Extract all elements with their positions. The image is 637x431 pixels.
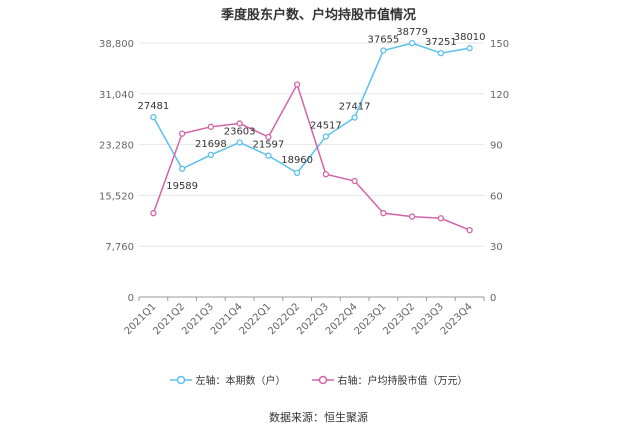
series-line-0 <box>152 42 470 174</box>
data-point-0 <box>236 139 243 146</box>
data-label: 18960 <box>281 155 313 166</box>
data-point-1 <box>178 130 186 137</box>
data-label: 19589 <box>166 181 198 192</box>
legend-label-avg-value: 右轴：户均持股市值（万元） <box>337 376 468 387</box>
data-label: 27481 <box>137 101 169 112</box>
data-label: 24517 <box>310 121 342 132</box>
right-axis-tick-label: 0 <box>490 293 496 304</box>
data-point-0 <box>380 47 387 54</box>
left-axis-tick-label: 38,800 <box>99 39 134 50</box>
right-axis-tick-label: 30 <box>490 242 503 253</box>
legend-line-pink-icon <box>311 375 334 384</box>
data-label: 38010 <box>454 32 486 43</box>
data-label: 21698 <box>195 139 227 150</box>
data-label: 38779 <box>396 27 428 38</box>
data-point-1 <box>150 210 157 217</box>
data-point-0 <box>265 152 272 159</box>
left-axis-tick-label: 7,760 <box>105 242 134 253</box>
data-point-0 <box>408 39 416 47</box>
data-point-1 <box>293 81 301 88</box>
right-axis-tick-label: 60 <box>490 191 503 202</box>
data-point-0 <box>178 165 186 172</box>
data-point-1 <box>322 171 330 178</box>
data-point-1 <box>351 177 358 185</box>
data-label: 37655 <box>367 34 399 45</box>
data-point-0 <box>437 49 445 57</box>
legend-line-blue-icon <box>169 375 192 384</box>
x-axis-tick-label: 2023Q4 <box>439 301 475 337</box>
left-axis-tick-label: 0 <box>128 293 134 304</box>
data-point-1 <box>207 123 215 130</box>
data-label: 27417 <box>339 102 371 113</box>
legend-item-avg-value[interactable]: 右轴：户均持股市值（万元） <box>311 372 468 387</box>
data-point-0 <box>293 169 301 177</box>
data-point-1 <box>380 210 387 217</box>
left-axis-tick-label: 23,280 <box>99 141 134 152</box>
legend: 左轴：本期数（户） 右轴：户均持股市值（万元） <box>0 372 637 387</box>
data-source: 数据来源：恒生聚源 <box>269 411 368 424</box>
right-axis-tick-label: 150 <box>490 39 509 50</box>
legend-item-households[interactable]: 左轴：本期数（户） <box>169 372 286 387</box>
data-label: 23603 <box>224 126 256 137</box>
data-point-0 <box>207 151 215 159</box>
data-point-0 <box>466 45 473 52</box>
data-point-0 <box>322 133 330 140</box>
right-axis-tick-label: 120 <box>490 90 509 101</box>
data-point-1 <box>408 213 416 220</box>
data-label: 37251 <box>425 37 457 48</box>
right-axis-tick-label: 90 <box>490 141 503 152</box>
data-point-1 <box>265 133 272 141</box>
data-point-0 <box>150 113 157 121</box>
left-axis-tick-label: 31,040 <box>99 90 134 101</box>
data-label: 21597 <box>252 140 284 151</box>
data-point-1 <box>466 226 473 234</box>
series-line-1 <box>152 82 470 231</box>
left-axis-tick-label: 15,520 <box>99 191 134 202</box>
data-point-1 <box>437 215 445 222</box>
legend-label-households: 左轴：本期数（户） <box>195 376 286 387</box>
data-point-0 <box>351 114 358 121</box>
chart-title: 季度股东户数、户均持股市值情况 <box>220 8 416 23</box>
data-point-1 <box>236 120 243 127</box>
